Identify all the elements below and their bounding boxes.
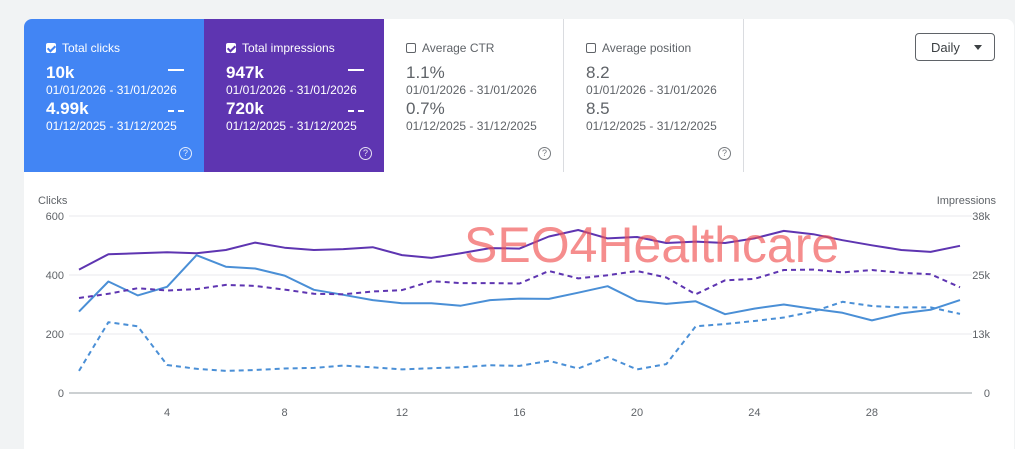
metric-value-previous: 720k: [226, 99, 264, 118]
metric-range-current: 01/01/2026 - 31/01/2026: [406, 83, 537, 97]
metric-header: Average position: [586, 41, 743, 55]
metric-header: Total clicks: [46, 41, 204, 55]
y-right-axis-title: Impressions: [937, 195, 997, 207]
metric-range-previous: 01/12/2025 - 31/12/2025: [586, 119, 717, 133]
metric-range-current: 01/01/2026 - 31/01/2026: [586, 83, 717, 97]
checkbox-unchecked-icon[interactable]: [586, 43, 596, 53]
y-right-tick-label: 0: [984, 388, 990, 400]
y-left-tick-label: 200: [46, 329, 64, 341]
caret-down-icon: [974, 45, 982, 50]
x-tick-label: 12: [396, 407, 408, 419]
help-icon[interactable]: ?: [538, 147, 551, 160]
x-tick-label: 28: [866, 407, 878, 419]
y-right-tick-label: 25k: [972, 270, 990, 282]
performance-card: Total clicks 10k 01/01/2026 - 31/01/2026…: [24, 19, 1014, 449]
metric-header: Average CTR: [406, 41, 563, 55]
series-line-3: [78, 229, 961, 271]
series-line-1: [78, 254, 961, 322]
y-left-tick-label: 600: [46, 211, 64, 223]
x-tick-label: 8: [282, 407, 288, 419]
checkbox-checked-icon[interactable]: [226, 43, 236, 53]
dashed-line-legend-icon: [348, 110, 364, 112]
metric-average-position[interactable]: Average position 8.2 01/01/2026 - 31/01/…: [564, 19, 744, 172]
metric-value-previous: 4.99k: [46, 99, 89, 118]
metric-header: Total impressions: [226, 41, 384, 55]
metric-average-ctr[interactable]: Average CTR 1.1% 01/01/2026 - 31/01/2026…: [384, 19, 564, 172]
solid-line-legend-icon: [168, 69, 184, 71]
x-tick-label: 20: [631, 407, 643, 419]
metric-total-clicks[interactable]: Total clicks 10k 01/01/2026 - 31/01/2026…: [24, 19, 204, 172]
metric-total-impressions[interactable]: Total impressions 947k 01/01/2026 - 31/0…: [204, 19, 384, 172]
x-ticks: 4 8 12 16 20 24 28: [164, 407, 878, 419]
granularity-dropdown[interactable]: Daily: [915, 33, 995, 61]
solid-line-legend-icon: [348, 69, 364, 71]
performance-chart: Clicks Impressions 0 200 400 600 0 13k 25k 38k…: [38, 195, 997, 419]
metric-label: Average position: [602, 41, 692, 55]
metric-value-previous: 0.7%: [406, 99, 445, 118]
metric-label: Average CTR: [422, 41, 495, 55]
help-icon[interactable]: ?: [359, 147, 372, 160]
y-left-tick-label: 400: [46, 270, 64, 282]
x-tick-label: 24: [748, 407, 760, 419]
metric-value-current: 8.2: [586, 63, 610, 82]
metric-range-previous: 01/12/2025 - 31/12/2025: [226, 119, 357, 133]
granularity-selected: Daily: [931, 39, 960, 55]
chart-grid: [69, 215, 972, 394]
metric-label: Total clicks: [62, 41, 121, 55]
metric-range-previous: 01/12/2025 - 31/12/2025: [406, 119, 537, 133]
metric-range-current: 01/01/2026 - 31/01/2026: [46, 83, 177, 97]
watermark-text: SEO4Healthcare: [464, 217, 839, 273]
metric-value-current: 10k: [46, 63, 75, 82]
y-left-ticks: 0 200 400 600: [46, 211, 64, 400]
help-icon[interactable]: ?: [718, 147, 731, 160]
metric-value-previous: 8.5: [586, 99, 610, 118]
y-left-axis-title: Clicks: [38, 195, 68, 207]
metric-value-current: 1.1%: [406, 63, 445, 82]
series-line-4: [78, 268, 961, 299]
y-right-tick-label: 13k: [972, 329, 990, 341]
chart-series: [78, 229, 961, 372]
help-icon[interactable]: ?: [179, 147, 192, 160]
metric-value-current: 947k: [226, 63, 264, 82]
metric-range-previous: 01/12/2025 - 31/12/2025: [46, 119, 177, 133]
metric-tiles: Total clicks 10k 01/01/2026 - 31/01/2026…: [24, 19, 744, 172]
series-line-2: [78, 300, 961, 372]
y-right-ticks: 0 13k 25k 38k: [972, 211, 990, 400]
checkbox-unchecked-icon[interactable]: [406, 43, 416, 53]
dashed-line-legend-icon: [168, 110, 184, 112]
y-right-tick-label: 38k: [972, 211, 990, 223]
checkbox-checked-icon[interactable]: [46, 43, 56, 53]
metric-range-current: 01/01/2026 - 31/01/2026: [226, 83, 357, 97]
metric-label: Total impressions: [242, 41, 335, 55]
x-tick-label: 4: [164, 407, 170, 419]
y-left-tick-label: 0: [58, 388, 64, 400]
x-tick-label: 16: [513, 407, 525, 419]
